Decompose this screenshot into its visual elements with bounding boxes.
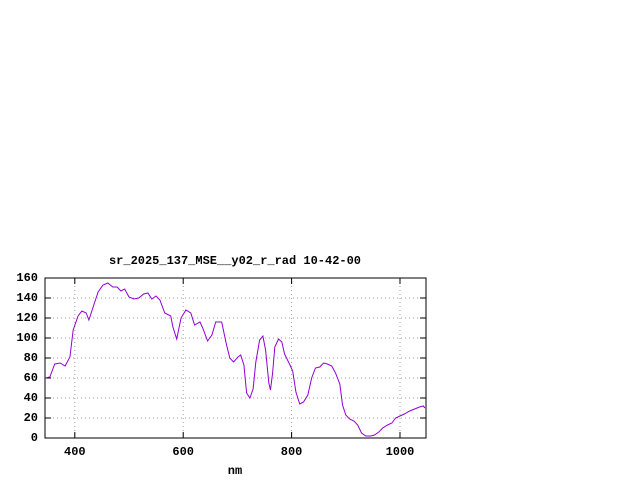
y-tick-label: 160 — [16, 271, 38, 285]
y-tick-label: 80 — [24, 351, 38, 365]
y-tick-label: 20 — [24, 411, 38, 425]
x-axis-label: nm — [228, 464, 242, 478]
x-tick-label: 400 — [64, 445, 86, 459]
x-tick-label: 600 — [172, 445, 194, 459]
y-tick-label: 0 — [31, 431, 38, 445]
x-tick-label: 1000 — [386, 445, 415, 459]
plot-border — [44, 277, 427, 439]
y-tick-label: 120 — [16, 311, 38, 325]
y-tick-label: 40 — [24, 391, 38, 405]
y-tick-label: 140 — [16, 291, 38, 305]
y-tick-label: 100 — [16, 331, 38, 345]
data-line — [44, 282, 426, 437]
chart-title: sr_2025_137_MSE__y02_r_rad 10-42-00 — [109, 254, 361, 268]
x-tick-label: 800 — [281, 445, 303, 459]
y-tick-label: 60 — [24, 371, 38, 385]
